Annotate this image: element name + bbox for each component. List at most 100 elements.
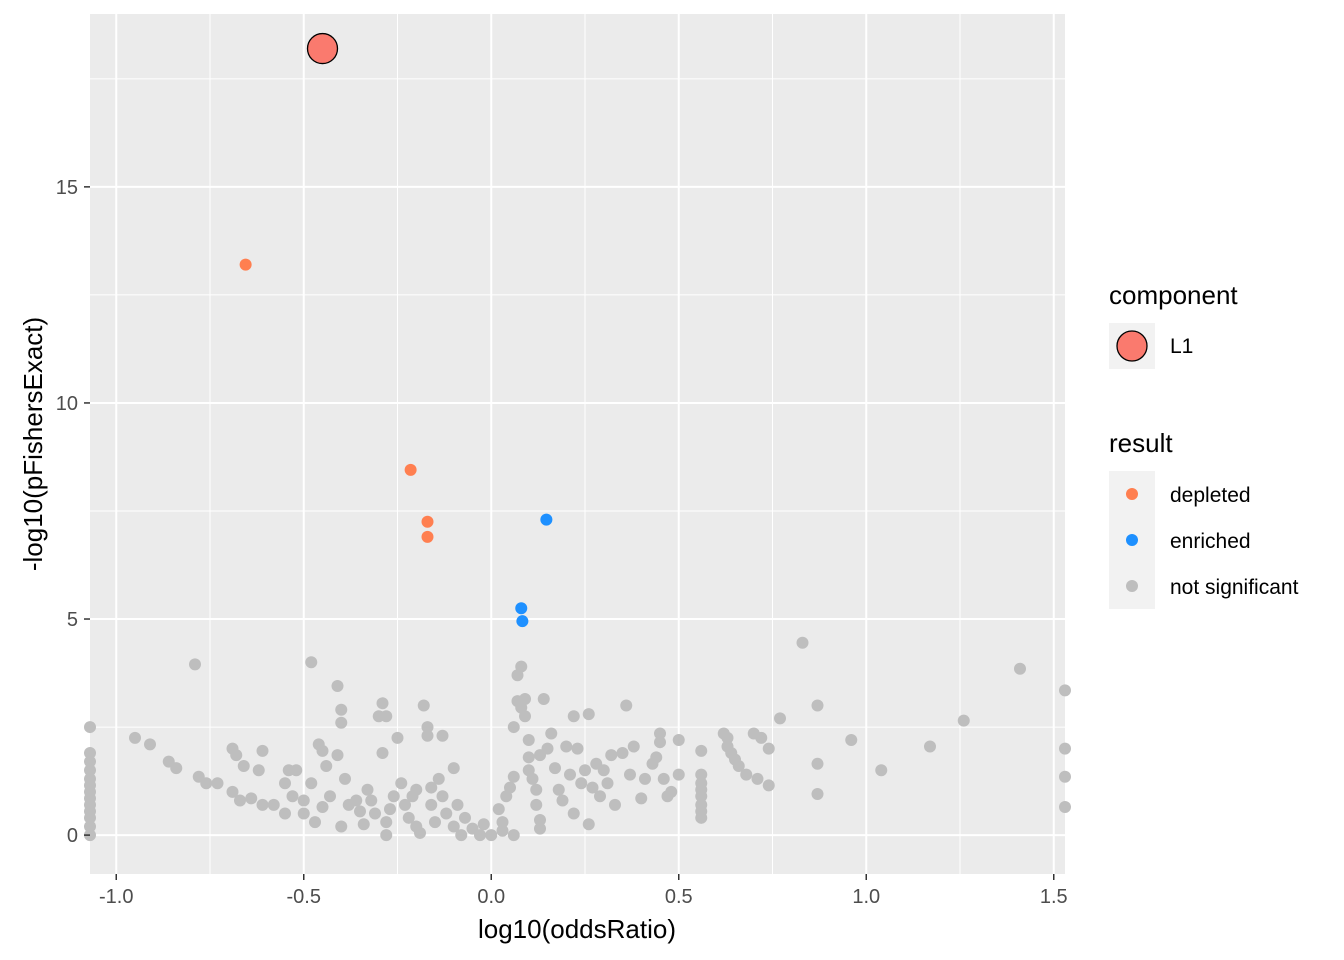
point-not-significant [695, 768, 708, 781]
point-not-significant [170, 762, 183, 775]
point-not-significant [665, 785, 678, 798]
point-not-significant [305, 656, 318, 669]
point-not-significant [459, 811, 471, 824]
point-not-significant [650, 751, 663, 764]
point-enriched [515, 602, 528, 615]
point-not-significant [380, 829, 393, 842]
point-not-significant [320, 759, 333, 772]
point-not-significant [414, 826, 426, 839]
y-tick-label: 0 [67, 825, 78, 847]
point-not-significant [335, 703, 348, 716]
point-not-significant [811, 788, 824, 801]
point-not-significant [537, 692, 550, 705]
point-not-significant [875, 764, 888, 777]
legend-key-depleted [1126, 488, 1138, 500]
point-not-significant [620, 699, 633, 712]
point-not-significant [200, 777, 213, 790]
point-not-significant [376, 746, 389, 759]
point-not-significant [335, 716, 348, 729]
legend-component: component L1 [1109, 280, 1238, 369]
point-not-significant [567, 710, 580, 723]
point-not-significant [545, 727, 558, 740]
point-not-significant [657, 772, 670, 785]
point-not-significant [530, 783, 543, 796]
x-axis: -1.0 -0.5 0.0 0.5 1.0 1.5 [99, 874, 1068, 908]
point-not-significant [586, 781, 599, 794]
point-not-significant [924, 740, 936, 753]
y-axis-title: -log10(pFishersExact) [18, 317, 48, 571]
point-depleted [421, 530, 434, 543]
point-not-significant [1059, 742, 1071, 755]
point-depleted [239, 258, 252, 271]
point-not-significant [695, 811, 708, 824]
point-not-significant [290, 764, 303, 777]
point-not-significant [672, 734, 685, 747]
point-not-significant [455, 829, 468, 842]
legend-label-enriched: enriched [1170, 530, 1251, 553]
point-not-significant [755, 731, 768, 744]
point-not-significant [635, 792, 648, 805]
point-not-significant [560, 740, 573, 753]
grid-lines [90, 14, 1065, 874]
point-not-significant [695, 790, 708, 803]
point-not-significant [601, 777, 614, 790]
point-not-significant [522, 751, 535, 764]
point-not-significant [485, 829, 498, 842]
point-not-significant [84, 811, 96, 824]
legend-label-not-significant: not significant [1170, 576, 1299, 599]
point-not-significant [515, 660, 528, 673]
point-not-significant [762, 742, 775, 755]
legend-result: result depleted enriched not significant [1109, 428, 1299, 609]
point-not-significant [447, 762, 460, 775]
legend-key-not-significant [1126, 580, 1138, 592]
y-tick-label: 15 [56, 177, 78, 199]
point-not-significant [376, 697, 389, 710]
point-not-significant [357, 818, 370, 831]
point-not-significant [957, 714, 970, 727]
point-not-significant [530, 798, 543, 811]
point-not-significant [447, 820, 460, 833]
point-not-significant [234, 794, 246, 807]
point-not-significant [549, 762, 561, 775]
legend-label-depleted: depleted [1170, 484, 1251, 507]
x-tick-label: 0.0 [477, 886, 505, 908]
point-not-significant [519, 692, 531, 705]
point-not-significant [504, 781, 516, 794]
point-not-significant [474, 829, 486, 842]
point-not-significant [429, 816, 441, 829]
point-not-significant [387, 790, 400, 803]
point-L1 [306, 32, 339, 65]
point-not-significant [245, 792, 258, 805]
point-not-significant [507, 829, 520, 842]
point-not-significant [762, 779, 775, 792]
point-not-significant [575, 777, 588, 790]
point-not-significant [369, 807, 381, 820]
point-not-significant [695, 744, 708, 757]
point-not-significant [84, 721, 96, 734]
point-not-significant [627, 740, 640, 753]
point-not-significant [335, 820, 348, 833]
data-points [84, 32, 1071, 842]
point-not-significant [1059, 770, 1071, 783]
point-not-significant [309, 816, 321, 829]
point-not-significant [84, 755, 96, 768]
point-not-significant [639, 772, 651, 785]
y-tick-label: 5 [67, 609, 78, 631]
point-not-significant [324, 790, 336, 803]
point-not-significant [654, 736, 666, 749]
point-not-significant [256, 744, 269, 757]
point-not-significant [331, 680, 344, 693]
legend-key-L1 [1116, 330, 1148, 362]
point-not-significant [567, 807, 580, 820]
x-tick-label: -1.0 [99, 886, 133, 908]
y-tick-label: 10 [56, 393, 78, 415]
point-not-significant [541, 742, 554, 755]
point-not-significant [571, 742, 584, 755]
point-not-significant [556, 794, 569, 807]
point-not-significant [237, 759, 250, 772]
point-not-significant [339, 772, 351, 785]
point-not-significant [605, 749, 618, 762]
x-tick-label: 0.5 [665, 886, 693, 908]
point-not-significant [84, 746, 96, 759]
